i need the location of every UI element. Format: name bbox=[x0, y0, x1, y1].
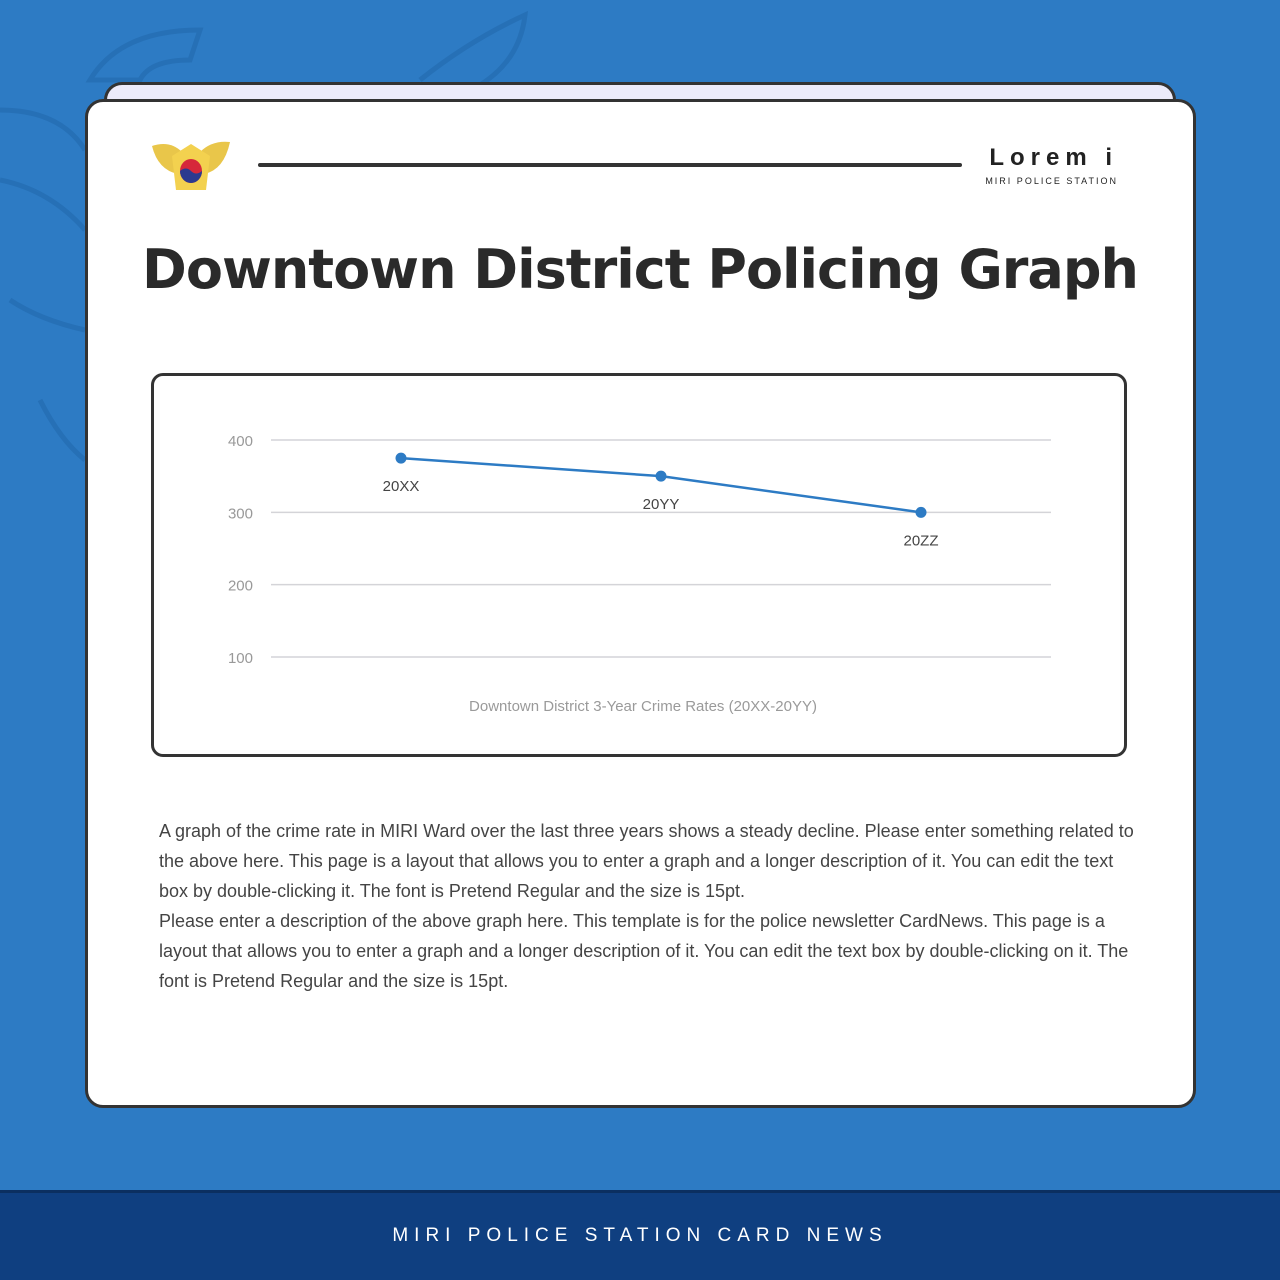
police-emblem-logo bbox=[152, 141, 230, 190]
description-paragraph: Please enter a description of the above … bbox=[159, 911, 1129, 991]
page-title: Downtown District Policing Graph bbox=[142, 238, 1139, 301]
y-tick-label: 400 bbox=[228, 433, 253, 450]
brand-subtitle: MIRI POLICE STATION bbox=[985, 176, 1118, 186]
description-paragraph: A graph of the crime rate in MIRI Ward o… bbox=[159, 821, 1134, 901]
category-label: 20YY bbox=[643, 496, 680, 513]
content-card bbox=[85, 99, 1196, 1108]
category-label: 20ZZ bbox=[903, 532, 938, 549]
y-tick-label: 300 bbox=[228, 505, 253, 522]
line-chart: 100 200 300 400 20XX 20YY 20ZZ Downtown Distric… bbox=[228, 433, 1051, 715]
data-point bbox=[915, 506, 927, 518]
data-point bbox=[395, 452, 407, 464]
chart-frame: 100 200 300 400 20XX 20YY 20ZZ Downtown Distric… bbox=[151, 373, 1127, 757]
y-tick-label: 100 bbox=[228, 650, 253, 667]
footer-banner: MIRI POLICE STATION CARD NEWS bbox=[0, 1190, 1280, 1280]
description: A graph of the crime rate in MIRI Ward o… bbox=[159, 816, 1139, 996]
data-point bbox=[655, 470, 667, 482]
y-tick-label: 200 bbox=[228, 578, 253, 595]
header-rule bbox=[258, 163, 962, 167]
eagle-emblem-watermark bbox=[0, 10, 528, 462]
chart-title: Downtown District 3-Year Crime Rates (20… bbox=[469, 698, 817, 715]
brand-block: Lorem i MIRI POLICE STATION bbox=[985, 144, 1118, 186]
brand-title: Lorem i bbox=[989, 144, 1118, 171]
category-label: 20XX bbox=[383, 478, 420, 495]
